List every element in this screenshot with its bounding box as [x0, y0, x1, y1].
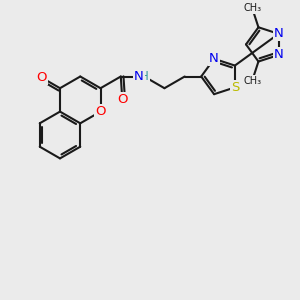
Text: O: O	[95, 105, 106, 118]
Text: O: O	[36, 71, 46, 84]
Text: N: N	[274, 27, 284, 40]
Text: CH₃: CH₃	[243, 76, 261, 86]
Text: H: H	[140, 70, 148, 83]
Text: CH₃: CH₃	[243, 3, 261, 13]
Text: N: N	[209, 52, 219, 65]
Text: O: O	[117, 93, 128, 106]
Text: N: N	[134, 70, 144, 83]
Text: N: N	[274, 49, 284, 62]
Text: S: S	[231, 81, 239, 94]
